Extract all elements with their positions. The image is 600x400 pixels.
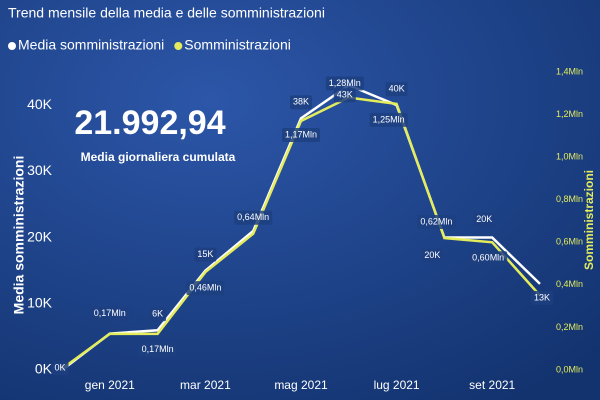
data-label-box [325, 76, 364, 91]
y2-tick-label: 1,0Mln [556, 152, 583, 162]
y2-tick-label: 0,2Mln [556, 322, 583, 332]
data-label: 1,25Mln [373, 114, 405, 124]
data-label-group: 0K [51, 361, 69, 375]
y2-tick-label: 0,0Mln [556, 364, 583, 374]
data-label: 15K [197, 249, 213, 259]
data-label-box [234, 210, 273, 225]
data-label: 0,60Mln [472, 253, 504, 263]
legend-label: Somministrazioni [184, 37, 291, 53]
data-label-box [530, 290, 554, 305]
data-label: 0,62Mln [420, 216, 452, 226]
data-label: 43K [337, 90, 353, 100]
data-label-group: 0,62Mln [417, 215, 456, 230]
data-label-box [473, 212, 496, 227]
legend-label: Media somministrazioni [18, 37, 164, 53]
data-label: 0,17Mln [142, 344, 174, 354]
y-tick-label: 20K [27, 228, 53, 244]
data-label-group: 0,17Mln [90, 306, 129, 321]
data-label-box [90, 306, 129, 321]
x-tick-label: mar 2021 [180, 378, 231, 392]
data-label: 0,64Mln [237, 212, 269, 222]
y2-tick-label: 0,4Mln [556, 279, 583, 289]
data-label-box [194, 247, 217, 262]
x-tick-label: mag 2021 [274, 378, 328, 392]
data-label-group: 40K [385, 82, 408, 97]
data-label-box [421, 248, 444, 263]
legend-marker [8, 42, 16, 50]
data-label-box [333, 88, 356, 103]
data-label: 0,46Mln [189, 282, 221, 292]
data-label: 6K [152, 309, 163, 319]
data-label: 1,28Mln [329, 78, 361, 88]
data-label: 0,17Mln [94, 308, 126, 318]
data-label-box [186, 281, 225, 296]
data-label-group: 0,17Mln [138, 342, 177, 357]
x-tick-label: set 2021 [469, 378, 515, 392]
kpi-value: 21.992,94 [74, 104, 225, 142]
data-label-box [281, 127, 321, 142]
data-label: 38K [293, 97, 309, 107]
y-tick-label: 10K [27, 294, 53, 310]
y2-tick-label: 1,4Mln [556, 66, 583, 76]
y2-tick-label: 1,2Mln [556, 109, 583, 119]
data-label-group: 1,25Mln [369, 112, 408, 127]
chart-title: Trend mensile della media e delle sommin… [8, 5, 325, 21]
data-label-box [469, 251, 508, 266]
x-tick-label: gen 2021 [85, 378, 135, 392]
data-label-group: 1,28Mln [325, 76, 364, 91]
y2-axis-title: Somministrazioni [582, 170, 596, 270]
data-label: 20K [424, 250, 440, 260]
data-label-group: 20K [473, 212, 496, 227]
data-label-group: 38K [289, 95, 313, 110]
y2-tick-label: 0,6Mln [556, 237, 583, 247]
y-tick-label: 40K [27, 96, 53, 112]
x-tick-label: lug 2021 [374, 378, 420, 392]
data-label-box [385, 82, 408, 97]
data-label-group: 13K [530, 290, 554, 305]
data-label-box [51, 361, 69, 375]
data-label-box [138, 342, 177, 357]
data-label-group: 6K [149, 307, 167, 322]
data-label-group: 0,64Mln [234, 210, 273, 225]
legend-marker [174, 42, 183, 50]
data-label-box [417, 215, 456, 230]
data-label-box [369, 112, 408, 127]
data-label-group: 20K [421, 248, 444, 263]
data-label-box [149, 307, 167, 322]
data-label-box [289, 95, 313, 110]
data-label-group: 1,17Mln [281, 127, 321, 142]
series-line [61, 83, 541, 371]
data-label: 20K [476, 214, 492, 224]
data-label: 40K [389, 83, 405, 93]
y-tick-label: 30K [27, 162, 53, 178]
data-label-group: 43K [333, 88, 356, 103]
y-tick-label: 0K [35, 361, 53, 377]
data-label: 0K [54, 362, 65, 372]
data-label: 1,17Mln [285, 129, 317, 139]
data-label-group: 0,60Mln [469, 251, 508, 266]
kpi-label: Media giornaliera cumulata [81, 150, 236, 164]
data-label: 13K [534, 292, 550, 302]
y-axis-title: Media somministrazioni [11, 156, 27, 315]
y2-tick-label: 0,8Mln [556, 194, 583, 204]
series-line [61, 96, 541, 370]
data-label-group: 15K [194, 247, 217, 262]
data-label-group: 0,46Mln [186, 281, 225, 296]
